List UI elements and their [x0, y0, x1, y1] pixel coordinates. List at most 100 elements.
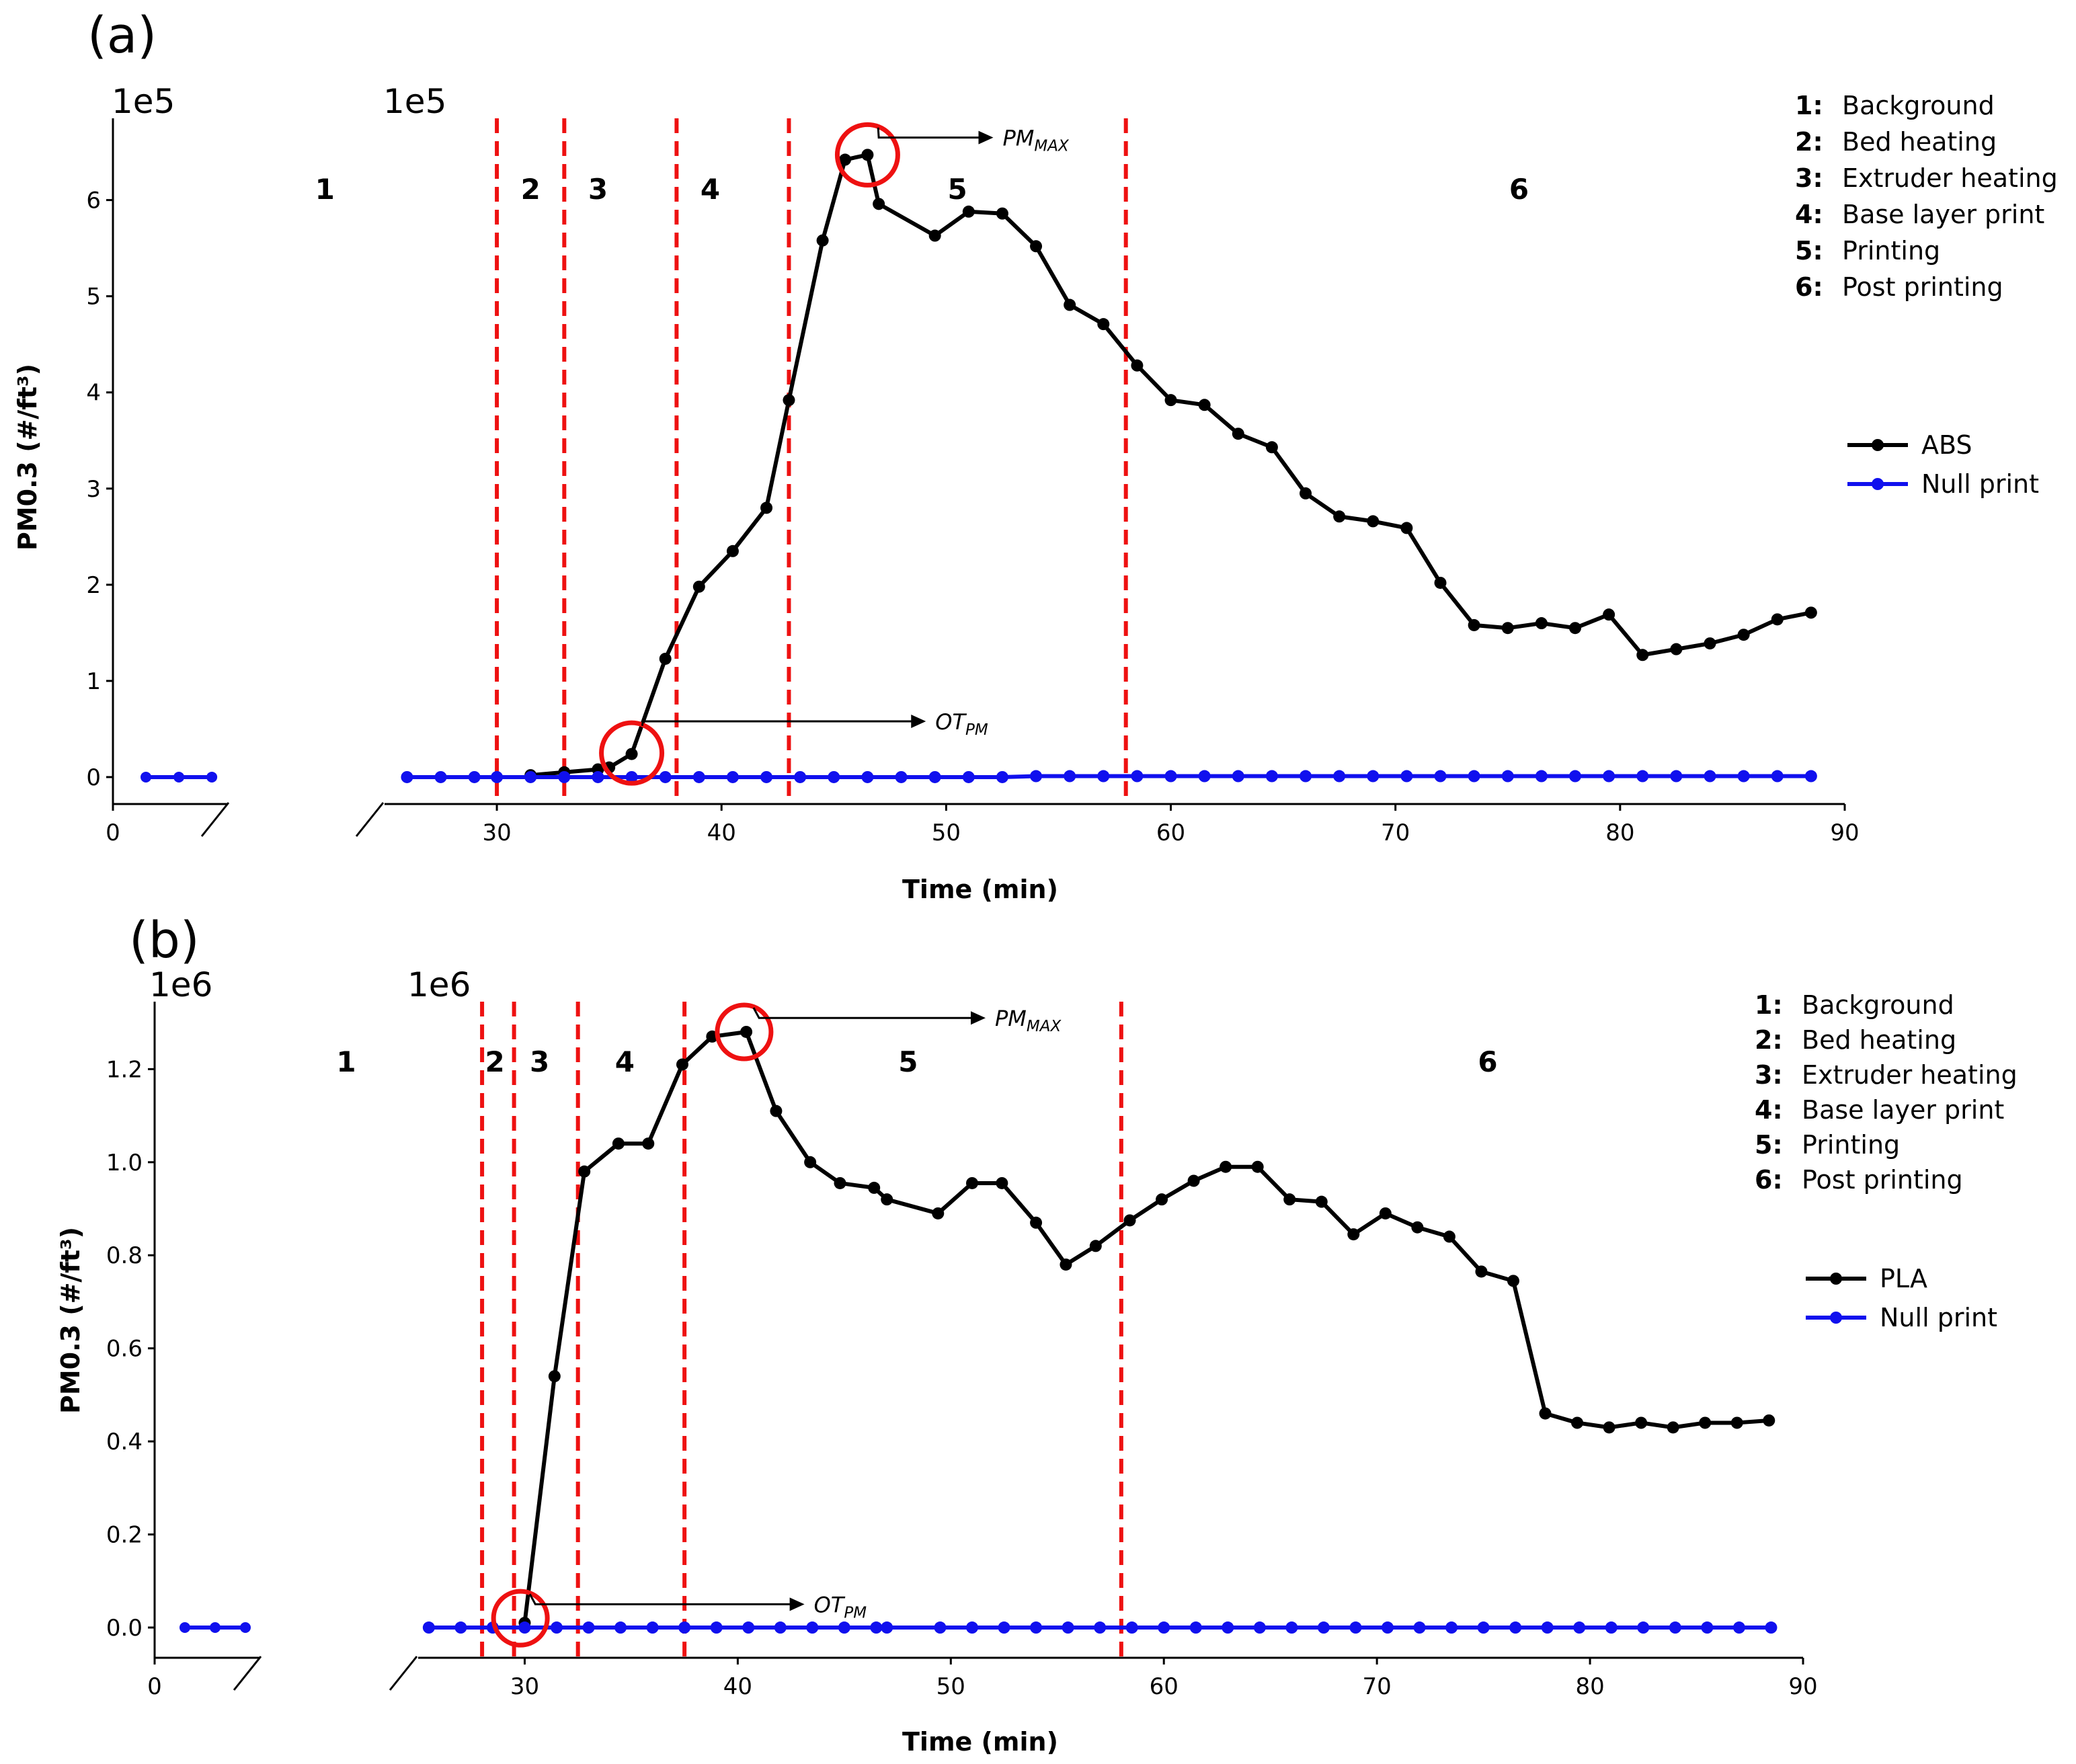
data-point	[838, 1621, 850, 1634]
y-tick-label: 4	[86, 380, 101, 407]
phase-legend-text: Bed heating	[1802, 1025, 1956, 1055]
y-multiplier-right: 1e5	[383, 82, 446, 121]
data-point	[726, 770, 739, 783]
data-point	[1062, 1621, 1074, 1634]
data-point	[1158, 1621, 1170, 1634]
data-point	[1737, 770, 1750, 783]
series-null-print	[141, 770, 1817, 783]
phase-legend-text: Post printing	[1842, 272, 2003, 302]
annotation-main: PM	[995, 1006, 1027, 1031]
y-tick-label: 0.8	[106, 1242, 143, 1269]
data-point	[1573, 1621, 1586, 1634]
phase-label: 2	[485, 1045, 504, 1078]
legend-series-label: Null print	[1921, 469, 2039, 499]
phase-legend-key: 2:	[1755, 1025, 1783, 1055]
phase-legend-key: 4:	[1755, 1095, 1783, 1125]
data-point	[1232, 428, 1244, 440]
data-point	[1064, 770, 1076, 783]
data-point	[659, 770, 672, 783]
data-point	[839, 153, 852, 166]
annotation-arrow-line	[877, 127, 980, 139]
data-point	[1064, 298, 1076, 311]
data-point	[1670, 770, 1683, 783]
data-point	[173, 771, 185, 783]
data-point	[1349, 1621, 1362, 1634]
data-point	[1300, 487, 1312, 499]
data-point	[1771, 770, 1784, 783]
y-tick-label: 0	[86, 764, 101, 791]
phase-legend-text: Printing	[1842, 236, 1940, 266]
axis-break-mark-left	[200, 802, 230, 837]
data-point	[1569, 622, 1582, 635]
x-tick-label: 80	[1575, 1673, 1604, 1700]
annotation-pm-max: PMMAX	[834, 122, 1070, 188]
series-line	[530, 153, 1812, 778]
data-point	[1222, 1621, 1234, 1634]
x-tick-label: 0	[147, 1673, 162, 1700]
data-point	[870, 1621, 883, 1634]
annotation-arrow-line	[528, 1593, 791, 1605]
highlight-circle	[599, 720, 665, 786]
data-point	[1094, 1621, 1107, 1634]
annotation-arrow-head	[911, 714, 926, 728]
data-point	[1804, 606, 1817, 619]
data-point	[1635, 1416, 1648, 1429]
data-point	[1704, 770, 1716, 783]
data-point	[966, 1621, 978, 1634]
phase-legend-text: Base layer print	[1802, 1095, 2004, 1125]
data-point	[1732, 1621, 1745, 1634]
data-point	[783, 394, 795, 407]
data-point	[1411, 1221, 1424, 1234]
data-point	[1468, 770, 1480, 783]
data-point	[1156, 1193, 1168, 1206]
data-point	[834, 1176, 846, 1189]
y-multiplier-left: 1e6	[149, 965, 212, 1004]
phase-legend-text: Background	[1802, 990, 1954, 1020]
y-axis-title: PM0.3 (#/ft³)	[13, 364, 42, 551]
y-tick-label: 1	[86, 668, 101, 695]
y-tick-label: 3	[86, 476, 101, 503]
phase-label: 1	[315, 173, 335, 206]
data-point	[1400, 522, 1413, 534]
data-point	[928, 229, 941, 242]
annotation-label: PMMAX	[1003, 126, 1070, 155]
series-abs	[524, 149, 1817, 782]
data-point	[1379, 1207, 1392, 1219]
data-point	[1285, 1621, 1298, 1634]
phase-legend-key: 1:	[1795, 91, 1823, 120]
data-point	[240, 1622, 251, 1634]
annotation-main: OT	[935, 709, 967, 735]
data-point	[1804, 770, 1817, 783]
series-line	[522, 1029, 1769, 1623]
data-point	[806, 1621, 819, 1634]
data-point	[1605, 1621, 1618, 1634]
data-point	[1198, 399, 1211, 411]
phase-legend-text: Bed heating	[1842, 127, 1997, 157]
x-tick-label: 60	[1150, 1673, 1179, 1700]
data-point	[1667, 1421, 1679, 1434]
data-point	[895, 770, 908, 783]
data-point	[1030, 240, 1043, 253]
x-tick-label: 40	[707, 819, 736, 846]
annotation-main: OT	[814, 1592, 846, 1617]
data-point	[1765, 1621, 1778, 1634]
y-tick-label: 0.6	[106, 1336, 143, 1363]
data-point	[881, 1621, 893, 1634]
y-multiplier-left: 1e5	[112, 82, 175, 121]
y-tick-label: 0.0	[106, 1615, 143, 1642]
phase-legend-key: 6:	[1755, 1165, 1783, 1195]
y-tick-label: 0.4	[106, 1429, 143, 1455]
x-tick-label: 70	[1381, 819, 1410, 846]
data-point	[582, 1621, 595, 1634]
data-point	[1468, 618, 1480, 631]
annotation-sub: MAX	[1034, 138, 1070, 155]
data-point	[1603, 608, 1615, 621]
data-point	[518, 1621, 531, 1634]
data-point	[928, 770, 941, 783]
data-point	[1220, 1160, 1232, 1173]
data-point	[934, 1621, 947, 1634]
phase-legend-key: 5:	[1755, 1130, 1783, 1160]
data-point	[1501, 770, 1514, 783]
data-point	[873, 198, 885, 210]
data-point	[1283, 1193, 1296, 1206]
